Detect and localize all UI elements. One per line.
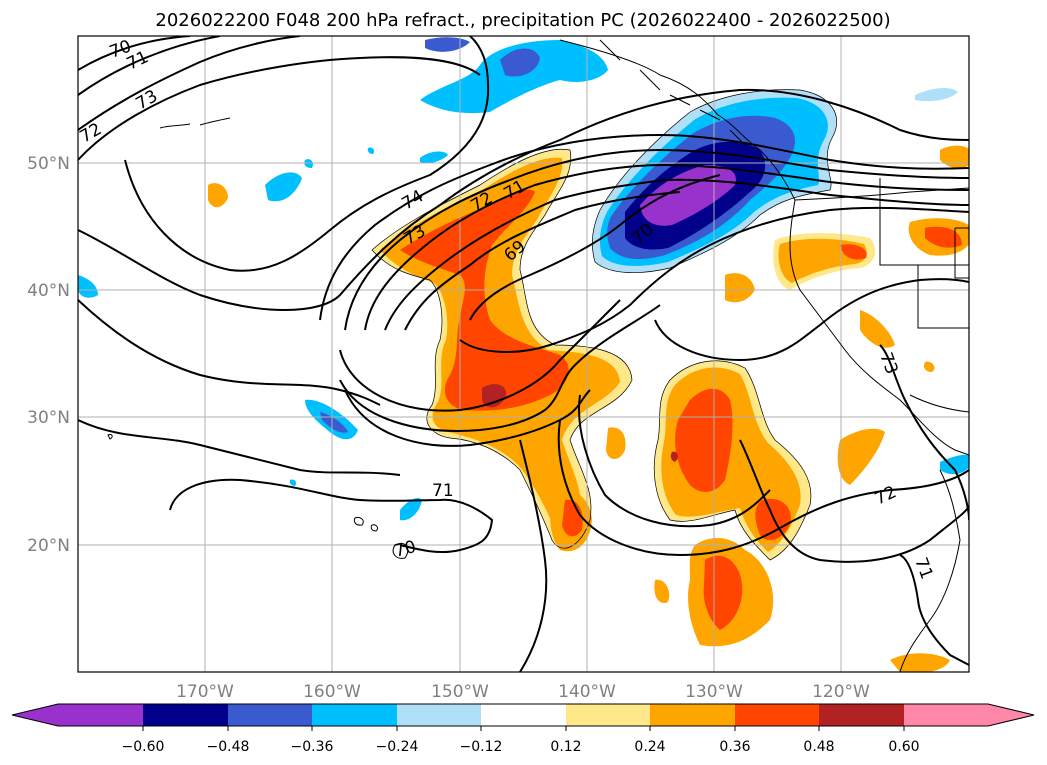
lat-label-30: 30°N bbox=[27, 408, 70, 428]
longitude-labels: 170°W 160°W 150°W 140°W 130°W 120°W bbox=[176, 682, 870, 702]
cbar-tick-1: −0.60 bbox=[122, 739, 165, 755]
cbar-tick-4: −0.24 bbox=[376, 739, 419, 755]
lon-label-170w: 170°W bbox=[176, 682, 234, 702]
precip-outlines bbox=[371, 89, 837, 561]
contour-label-11: 71 bbox=[432, 481, 454, 501]
colorbar-segment bbox=[735, 704, 819, 726]
lon-label-140w: 140°W bbox=[558, 682, 616, 702]
colorbar-segment bbox=[312, 704, 397, 726]
colorbar-segment bbox=[904, 704, 988, 726]
contour-lines bbox=[78, 36, 969, 672]
colorbar-segment bbox=[143, 704, 228, 726]
colorbar-segment bbox=[58, 704, 143, 726]
colorbar-tick-marks bbox=[142, 726, 905, 731]
cbar-tick-3: −0.36 bbox=[291, 739, 334, 755]
latitude-labels: 50°N 40°N 30°N 20°N bbox=[27, 154, 70, 556]
colorbar-segment bbox=[228, 704, 312, 726]
lat-label-40: 40°N bbox=[27, 281, 70, 301]
colorbar-segment bbox=[481, 704, 566, 726]
cbar-tick-6: 0.12 bbox=[550, 739, 581, 755]
lon-label-160w: 160°W bbox=[303, 682, 361, 702]
colorbar-segment bbox=[566, 704, 650, 726]
lon-label-120w: 120°W bbox=[812, 682, 870, 702]
cbar-tick-9: 0.48 bbox=[803, 739, 834, 755]
cbar-tick-5: −0.12 bbox=[460, 739, 503, 755]
lon-label-130w: 130°W bbox=[685, 682, 743, 702]
cbar-tick-7: 0.24 bbox=[634, 739, 665, 755]
colorbar-segment bbox=[819, 704, 904, 726]
map-panel: 70 71 72 73 74 73 72 71 69 70 71 70 72 7… bbox=[77, 35, 970, 673]
cbar-tick-10: 0.60 bbox=[888, 739, 919, 755]
lat-label-20: 20°N bbox=[27, 536, 70, 556]
colorbar-segment bbox=[397, 704, 481, 726]
lon-label-150w: 150°W bbox=[431, 682, 489, 702]
colorbar-extend-max bbox=[988, 704, 1034, 726]
lat-label-50: 50°N bbox=[27, 154, 70, 174]
colorbar: −0.60 −0.48 −0.36 −0.24 −0.12 0.12 0.24 … bbox=[11, 703, 1035, 755]
colorbar-extend-min bbox=[12, 704, 58, 726]
map-title: 2026022200 F048 200 hPa refract., precip… bbox=[155, 10, 890, 31]
colorbar-tick-labels: −0.60 −0.48 −0.36 −0.24 −0.12 0.12 0.24 … bbox=[122, 739, 920, 755]
colorbar-segment bbox=[650, 704, 735, 726]
cbar-tick-2: −0.48 bbox=[207, 739, 250, 755]
cbar-tick-8: 0.36 bbox=[719, 739, 750, 755]
colorbar-segments bbox=[12, 704, 1034, 726]
